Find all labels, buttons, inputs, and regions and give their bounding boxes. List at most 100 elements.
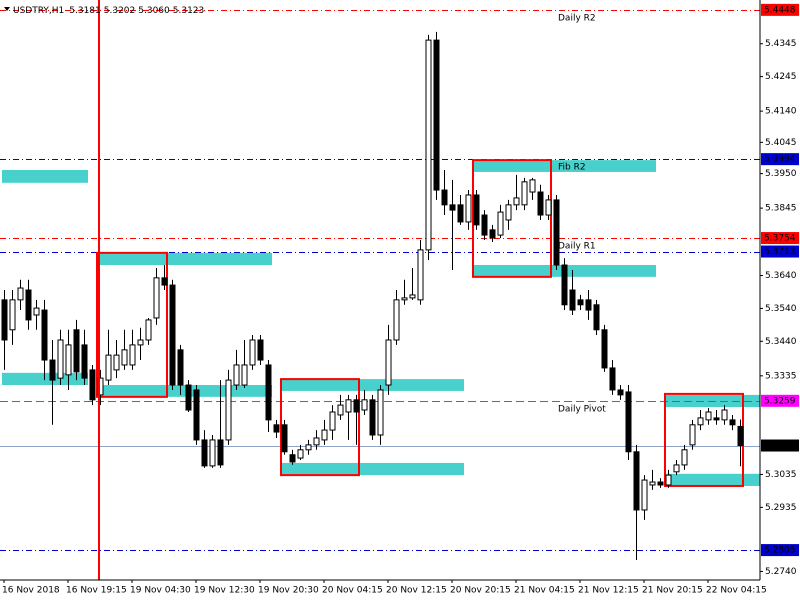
candle-body: [153, 277, 160, 319]
collapse-arrow: [4, 7, 10, 11]
zone: [666, 473, 760, 486]
candle-body: [633, 451, 640, 511]
y-tick-label: 5.2740: [765, 567, 797, 577]
candle-body: [657, 481, 664, 486]
price-tag: [761, 245, 799, 258]
candle-body: [441, 189, 448, 206]
price-tag: [761, 232, 799, 245]
price-tag-label: 5.3123: [764, 441, 796, 451]
candle-body: [113, 354, 120, 371]
candle-body: [713, 417, 720, 421]
candle-body: [241, 364, 248, 386]
candle-body: [201, 439, 208, 467]
level-label: Daily R2: [558, 13, 596, 23]
price-tag-label: 5.2805: [764, 546, 796, 556]
zone: [282, 462, 464, 476]
candle-body: [377, 389, 384, 436]
candle-body: [689, 424, 696, 446]
level-label: Daily R1: [558, 242, 596, 252]
y-tick-label: 5.3845: [765, 204, 797, 214]
plot-layer: Daily R2 Fib R2 Daily R1 Daily Pivot: [0, 10, 760, 560]
candle-body: [249, 339, 256, 366]
price-tag: [761, 439, 799, 452]
candle-body: [449, 204, 456, 211]
candle-body: [329, 411, 336, 431]
x-tick-label: 19 Nov 20:30: [258, 586, 319, 596]
candle-body: [177, 349, 184, 386]
candle-body: [521, 181, 528, 206]
candle-body: [305, 444, 312, 451]
zone: [282, 379, 464, 391]
level-label: Fib R2: [558, 163, 586, 173]
candle-body: [185, 384, 192, 411]
zone: [98, 252, 272, 266]
candle-body: [497, 211, 504, 236]
candle-body: [121, 349, 128, 366]
candle-body: [561, 264, 568, 306]
candle-body: [321, 429, 328, 441]
candle-body: [593, 304, 600, 331]
y-tick-label: 5.3540: [765, 304, 797, 314]
candle-body: [609, 367, 616, 391]
candle-body: [297, 449, 304, 459]
candle-body: [169, 284, 176, 386]
x-tick-label: 21 Nov 20:15: [642, 586, 703, 596]
y-tick-label: 5.4245: [765, 72, 797, 82]
candle-body: [129, 344, 136, 366]
zone: [666, 394, 760, 408]
x-tick-label: 19 Nov 04:30: [130, 586, 191, 596]
candle-body: [265, 364, 272, 421]
y-tick-label: 5.3440: [765, 337, 797, 347]
y-tick-label: 5.3640: [765, 271, 797, 281]
candle-body: [553, 199, 560, 266]
candle-body: [721, 409, 728, 421]
candle-body: [401, 297, 408, 301]
candle-body: [481, 214, 488, 236]
chart-title: USDTRY,H1 5.3181 5.3202 5.3060 5.3123: [13, 6, 204, 16]
candle-body: [145, 319, 152, 341]
candle-body: [217, 439, 224, 466]
candle-body: [313, 437, 320, 446]
y-tick-label: 5.4140: [765, 107, 797, 117]
candle-body: [289, 454, 296, 463]
candle-body: [569, 289, 576, 311]
candle-body: [417, 249, 424, 301]
candle-body: [545, 199, 552, 216]
candle-body: [585, 299, 592, 311]
candle-body: [489, 229, 496, 239]
candle-body: [601, 329, 608, 369]
candle-body: [641, 479, 648, 511]
quote-high: 5.3202: [104, 6, 136, 16]
pattern-box: [280, 378, 360, 477]
price-tag: [761, 3, 799, 16]
zone: [2, 169, 88, 183]
candle-body: [257, 339, 264, 361]
x-tick-label: 21 Nov 12:15: [578, 586, 639, 596]
candle-body: [1, 299, 8, 341]
candle-body: [473, 194, 480, 226]
y-tick-label: 5.3035: [765, 470, 797, 480]
candle-body: [393, 299, 400, 341]
x-tick-label: 16 Nov 2018: [2, 586, 60, 596]
price-tag-label: 5.3994: [764, 155, 796, 165]
candle-body: [281, 424, 288, 453]
candle-body: [25, 289, 32, 321]
candle-body: [57, 339, 64, 379]
y-tick-label: 5.3335: [765, 371, 797, 381]
price-tag-label: 5.3713: [764, 247, 796, 257]
price-tag: [761, 153, 799, 166]
candle-body: [353, 399, 360, 413]
candle-body: [385, 339, 392, 386]
candle-body: [209, 439, 216, 467]
candle-body: [513, 197, 520, 206]
candle-body: [17, 287, 24, 301]
price-tag-label: 5.3259: [764, 396, 796, 406]
candle-body: [529, 179, 536, 193]
price-tag: [761, 544, 799, 557]
candle-body: [681, 449, 688, 466]
candle-body: [729, 419, 736, 426]
candle-body: [33, 307, 40, 316]
candle-body: [233, 364, 240, 386]
